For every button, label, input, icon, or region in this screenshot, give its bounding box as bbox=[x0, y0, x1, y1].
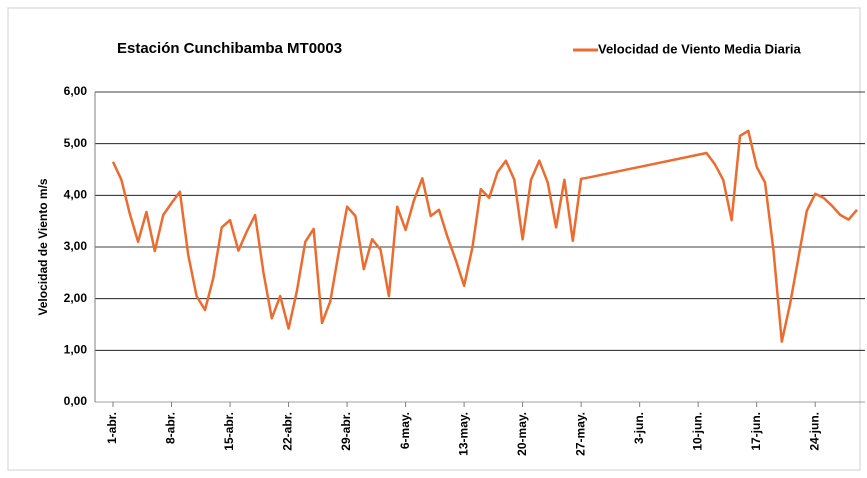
x-tick-label: 6-may. bbox=[398, 412, 412, 449]
y-axis-label: Velocidad de Viento m/s bbox=[36, 178, 50, 315]
x-tick-label: 1-abr. bbox=[105, 412, 119, 444]
x-tick-label: 20-may. bbox=[515, 412, 529, 456]
x-tick-label: 27-may. bbox=[573, 412, 587, 456]
chart-frame bbox=[7, 7, 861, 471]
x-tick-label: 29-abr. bbox=[339, 412, 353, 451]
chart-title: Estación Cunchibamba MT0003 bbox=[117, 40, 342, 57]
x-tick-label: 24-jun. bbox=[807, 412, 821, 451]
y-tick-label: 0,00 bbox=[64, 394, 88, 408]
y-tick-label: 4,00 bbox=[64, 188, 88, 202]
legend-label: Velocidad de Viento Media Diaria bbox=[598, 41, 802, 56]
x-tick-label: 3-jun. bbox=[632, 412, 646, 444]
x-tick-label: 10-jun. bbox=[690, 412, 704, 451]
x-tick-label: 15-abr. bbox=[222, 412, 236, 451]
x-tick-label: 13-may. bbox=[456, 412, 470, 456]
y-tick-label: 2,00 bbox=[64, 291, 88, 305]
y-tick-label: 3,00 bbox=[64, 239, 88, 253]
x-tick-label: 22-abr. bbox=[281, 412, 295, 451]
y-tick-label: 1,00 bbox=[64, 343, 88, 357]
x-tick-label: 8-abr. bbox=[164, 412, 178, 444]
line-series bbox=[111, 129, 858, 343]
x-tick-label: 17-jun. bbox=[749, 412, 763, 451]
y-tick-label: 6,00 bbox=[64, 84, 88, 98]
y-tick-label: 5,00 bbox=[64, 136, 88, 150]
